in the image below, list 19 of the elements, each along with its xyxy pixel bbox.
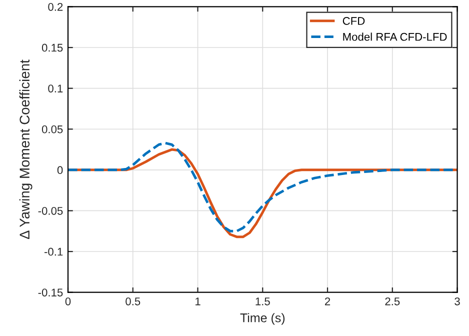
x-tick-label: 2 — [324, 297, 330, 306]
y-tick-label: -0.1 — [44, 248, 63, 256]
legend-label: Model RFA CFD-LFD — [343, 32, 447, 41]
y-tick-label: 0.1 — [48, 84, 63, 92]
y-tick-label: 0 — [57, 166, 63, 174]
x-axis-title: Time (s) — [240, 313, 285, 325]
y-tick-label: 0.05 — [42, 125, 63, 134]
x-tick-label: 1.5 — [256, 298, 270, 306]
x-tick-label: 1 — [196, 298, 200, 306]
y-tick-label: -0.05 — [38, 206, 63, 215]
legend-label: CFD — [342, 17, 365, 25]
x-tick-label: 3 — [454, 297, 460, 306]
y-tick-label: 0.15 — [42, 44, 63, 52]
x-tick-label: 2.5 — [385, 297, 400, 306]
y-tick-label: -0.15 — [38, 288, 63, 296]
y-tick-label: 0.2 — [48, 2, 63, 11]
y-axis-title: Δ Yawing Moment Coefficient — [19, 60, 32, 240]
x-tick-label: 0 — [65, 297, 71, 306]
x-tick-label: 0.5 — [126, 297, 140, 306]
